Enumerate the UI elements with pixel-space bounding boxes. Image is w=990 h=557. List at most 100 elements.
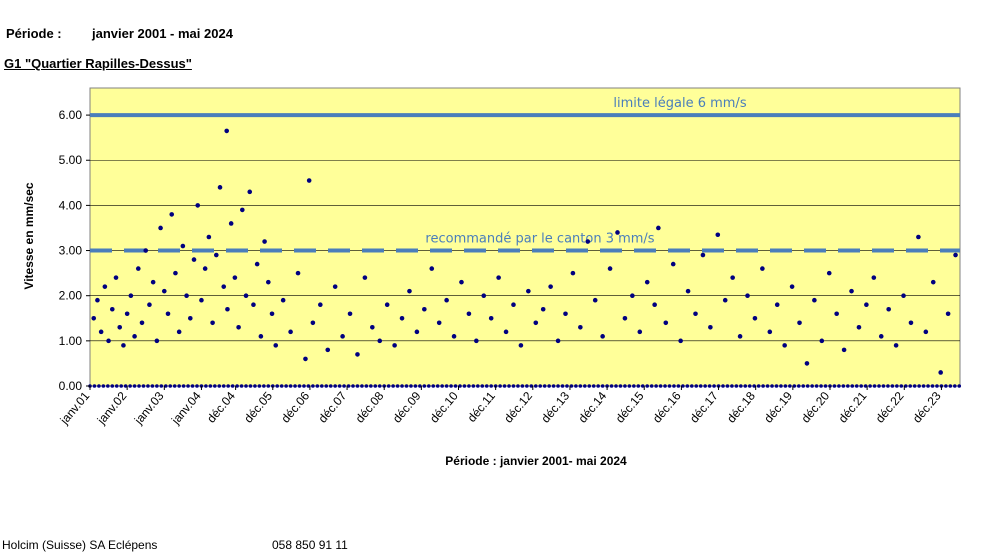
data-point-zero <box>952 384 957 388</box>
data-point-zero <box>262 384 266 388</box>
data-point <box>228 221 234 226</box>
data-point <box>273 343 279 348</box>
data-point <box>488 315 494 321</box>
plot-area <box>89 87 961 387</box>
x-tick-label: janv.02 <box>94 389 130 428</box>
data-point <box>600 334 605 339</box>
data-point <box>102 284 108 289</box>
data-point-zero <box>903 384 908 388</box>
data-point <box>563 311 568 317</box>
data-point <box>173 270 178 276</box>
data-point-zero <box>502 384 507 388</box>
data-point-zero <box>689 384 694 388</box>
data-point <box>908 320 914 326</box>
data-point <box>607 266 613 271</box>
data-point-zero <box>462 384 467 388</box>
data-point <box>652 302 657 308</box>
data-point-zero <box>676 384 681 388</box>
data-point-zero <box>364 384 369 388</box>
data-point-zero <box>881 384 886 388</box>
data-point <box>310 320 316 326</box>
data-point-zero <box>542 384 547 388</box>
data-point-zero <box>480 384 485 388</box>
data-point <box>578 325 583 330</box>
data-point-zero <box>783 384 788 388</box>
data-point-zero <box>636 384 641 388</box>
data-point-zero <box>654 384 658 388</box>
x-tick-label: déc.16 <box>650 389 684 426</box>
x-tick-label: déc.04 <box>204 389 238 426</box>
data-point-zero <box>703 384 707 388</box>
data-point-zero <box>614 384 618 388</box>
data-point-zero <box>899 384 904 388</box>
data-point-zero <box>694 384 699 388</box>
data-point-zero <box>369 384 373 388</box>
data-point <box>128 293 134 298</box>
data-point-zero <box>163 384 168 388</box>
data-point-zero <box>181 384 186 388</box>
data-point <box>325 347 331 353</box>
data-point-zero <box>863 384 868 388</box>
data-point <box>106 338 111 344</box>
data-point-zero <box>119 384 124 388</box>
data-point-zero <box>172 384 177 388</box>
data-point <box>518 343 524 348</box>
data-point <box>306 178 312 183</box>
data-point-zero <box>520 384 525 388</box>
data-point <box>630 293 635 298</box>
data-point <box>656 225 661 231</box>
data-point-zero <box>944 384 948 388</box>
x-tick-label: janv.01 <box>57 389 93 428</box>
data-point <box>199 297 204 303</box>
data-point-zero <box>574 384 578 388</box>
data-point <box>224 128 230 134</box>
data-point <box>526 288 531 294</box>
data-point <box>555 338 561 344</box>
x-tick-label: déc.07 <box>315 389 349 426</box>
data-point-zero <box>435 384 440 388</box>
data-point-zero <box>917 384 921 388</box>
data-point <box>466 311 472 317</box>
data-point-zero <box>476 384 480 388</box>
data-point-zero <box>908 384 913 388</box>
data-point <box>782 343 787 348</box>
data-point <box>158 225 163 231</box>
data-point <box>280 297 286 303</box>
data-point-zero <box>752 384 757 388</box>
data-point-zero <box>511 384 516 388</box>
data-point-zero <box>288 384 293 388</box>
data-point-zero <box>444 384 449 388</box>
data-point-zero <box>150 384 155 388</box>
data-point-zero <box>841 384 846 388</box>
x-tick-label: déc.06 <box>278 389 312 426</box>
data-point-zero <box>208 384 213 388</box>
data-point-zero <box>213 384 217 388</box>
data-point-zero <box>672 384 676 388</box>
data-point <box>340 334 345 339</box>
data-point <box>243 293 249 298</box>
data-point <box>165 311 171 317</box>
data-point-zero <box>186 384 190 388</box>
data-point-zero <box>413 384 418 388</box>
data-point-zero <box>204 384 208 388</box>
data-point <box>169 212 175 217</box>
data-point-zero <box>792 384 797 388</box>
x-tick-label: déc.15 <box>613 389 647 426</box>
data-point-zero <box>489 384 493 388</box>
data-point-zero <box>721 384 725 388</box>
data-point-zero <box>395 384 400 388</box>
data-point-zero <box>743 384 748 388</box>
data-point-zero <box>747 384 752 388</box>
data-point <box>767 329 773 335</box>
data-point-zero <box>386 384 391 388</box>
data-point <box>176 329 182 335</box>
data-point-zero <box>106 384 110 388</box>
x-tick-label: déc.05 <box>241 389 275 426</box>
data-point-zero <box>360 384 364 388</box>
data-point <box>570 270 576 276</box>
data-point-zero <box>248 384 253 388</box>
data-point <box>95 297 100 303</box>
x-tick-label: déc.12 <box>501 389 535 426</box>
y-tick-label: 2.00 <box>59 289 83 303</box>
data-point-zero <box>146 384 150 388</box>
